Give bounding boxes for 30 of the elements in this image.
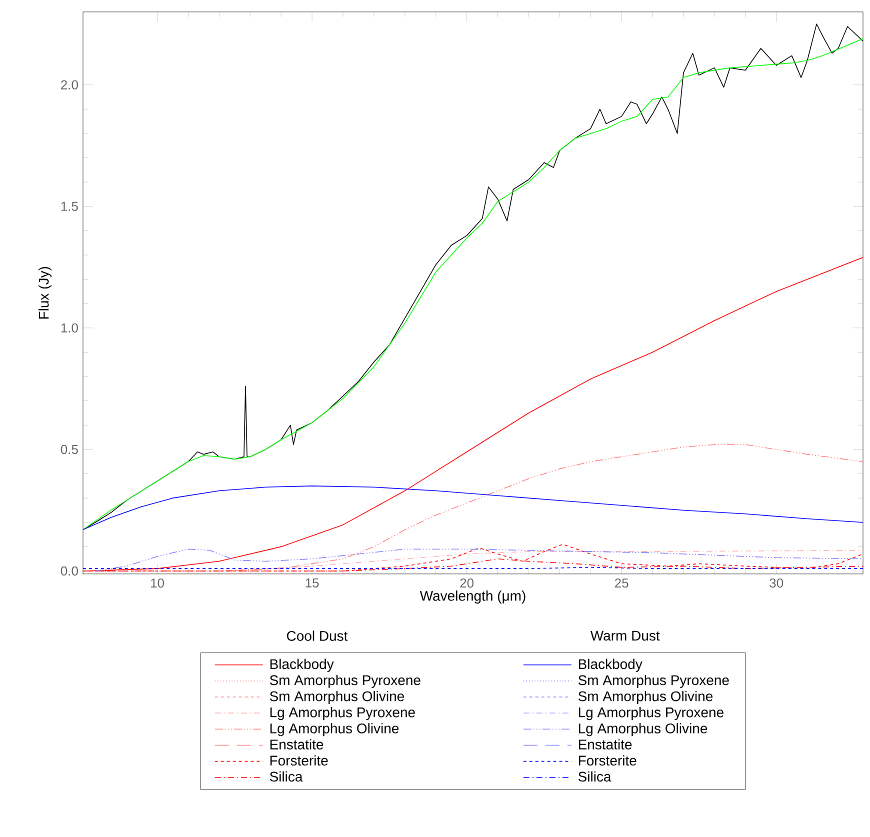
legend-label: Sm Amorphus Pyroxene <box>578 674 729 688</box>
legend-label: Lg Amorphus Olivine <box>270 723 399 736</box>
x-tick-label: 25 <box>615 578 628 588</box>
x-tick-label: 20 <box>460 578 474 588</box>
x-axis-title: Wavelength (μm) <box>420 590 526 604</box>
legend-label: Lg Amorphus Pyroxene <box>270 707 415 720</box>
x-tick-label: 30 <box>770 578 784 588</box>
legend-label: Lg Amorphus Pyroxene <box>578 707 724 720</box>
text: Warm Dust <box>590 630 660 641</box>
legend-label: Blackbody <box>270 658 334 672</box>
legend-label: Silica <box>270 771 303 782</box>
legend-label: Sm Amorphus Pyroxene <box>270 674 420 688</box>
legend-label: Sm Amorphus Olivine <box>270 690 404 704</box>
legend-label: Sm Amorphus Olivine <box>578 690 713 704</box>
legend-label: Enstatite <box>270 739 324 750</box>
y-tick-label: 0.0 <box>60 566 78 576</box>
y-tick-label: 1.5 <box>61 202 78 211</box>
legend-label: Forsterite <box>270 755 328 766</box>
x-tick-label: 15 <box>306 578 319 588</box>
y-tick-label: 1.0 <box>61 323 78 333</box>
legend-label: Silica <box>578 771 612 782</box>
x-tick-label: 10 <box>151 578 164 588</box>
y-tick-label: 0.5 <box>60 444 78 454</box>
legend-label: Forsterite <box>578 755 636 766</box>
legend-label: Blackbody <box>578 658 642 672</box>
y-axis-title: Flux (Jy) <box>38 266 52 319</box>
y-tick-label: 2.0 <box>61 80 78 90</box>
legend-label: Enstatite <box>578 739 632 750</box>
text: Cool Dust <box>286 630 348 641</box>
legend-label: Lg Amorphus Olivine <box>578 723 708 736</box>
